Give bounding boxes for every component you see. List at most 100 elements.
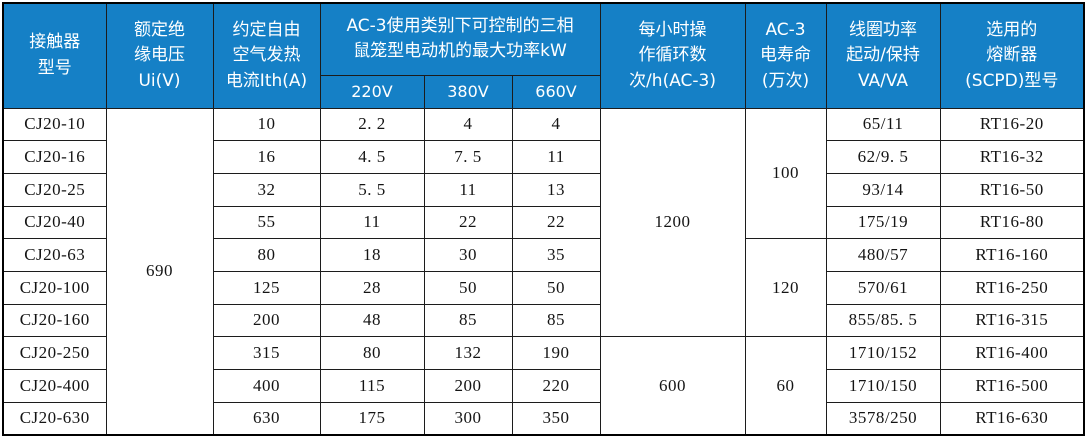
cell-p660: 190 xyxy=(511,336,601,370)
cell-p380: 30 xyxy=(423,238,513,272)
cell-coil: 62/9. 5 xyxy=(825,140,941,174)
cell-fuse: RT16-400 xyxy=(939,336,1085,370)
table-row: CJ20-63 80 18 30 35 120 480/57 RT16-160 xyxy=(2,238,1085,338)
cell-p660: 13 xyxy=(511,172,601,207)
cell-p380: 85 xyxy=(423,303,513,338)
cell-p380: 50 xyxy=(423,270,513,305)
table-row: CJ20-16 16 4. 5 7. 5 11 62/9. 5 RT16-32 xyxy=(2,140,1085,174)
cell-p220: 48 xyxy=(319,303,425,338)
cell-p220: 18 xyxy=(319,238,425,272)
cell-fuse: RT16-630 xyxy=(939,401,1085,436)
cell-p380: 4 xyxy=(423,107,513,142)
cell-cycles: 1200 xyxy=(599,107,746,338)
header-power-group: AC-3使用类别下可控制的三相 鼠笼型电动机的最大功率kW xyxy=(319,2,601,76)
header-coil: 线圈功率 起动/保持 VA/VA xyxy=(825,2,941,109)
cell-life: 60 xyxy=(744,336,827,436)
cell-coil: 175/19 xyxy=(825,205,941,240)
table-body: CJ20-10 690 10 2. 2 4 4 1200 100 65/11 R… xyxy=(2,107,1085,436)
cell-coil: 93/14 xyxy=(825,172,941,207)
cell-fuse: RT16-315 xyxy=(939,303,1085,338)
cell-ith: 125 xyxy=(212,270,321,305)
header-ui: 额定绝 缘电压 Ui(V) xyxy=(105,2,214,109)
cell-p220: 11 xyxy=(319,205,425,240)
table-row: CJ20-40 55 11 22 22 175/19 RT16-80 xyxy=(2,205,1085,240)
cell-ith: 80 xyxy=(212,238,321,272)
cell-model: CJ20-10 xyxy=(2,107,107,142)
cell-fuse: RT16-32 xyxy=(939,140,1085,174)
cell-fuse: RT16-250 xyxy=(939,270,1085,305)
header-660v: 660V xyxy=(511,74,601,109)
table-row: CJ20-400 400 115 200 220 1710/150 RT16-5… xyxy=(2,369,1085,403)
table-row: CJ20-160 200 48 85 85 855/85. 5 RT16-315 xyxy=(2,303,1085,338)
cell-p660: 50 xyxy=(511,270,601,305)
header-cycles: 每小时操 作循环数 次/h(AC-3) xyxy=(599,2,746,109)
cell-p380: 132 xyxy=(423,336,513,370)
table-header: 接触器 型号 额定绝 缘电压 Ui(V) 约定自由 空气发热 电流Ith(A) … xyxy=(2,2,1085,109)
cell-p380: 11 xyxy=(423,172,513,207)
cell-ith: 10 xyxy=(212,107,321,142)
cell-coil: 480/57 xyxy=(825,238,941,272)
cell-model: CJ20-630 xyxy=(2,401,107,436)
cell-p660: 4 xyxy=(511,107,601,142)
cell-model: CJ20-400 xyxy=(2,369,107,403)
cell-p380: 7. 5 xyxy=(423,140,513,174)
cell-fuse: RT16-500 xyxy=(939,369,1085,403)
cell-p660: 350 xyxy=(511,401,601,436)
cell-cycles: 600 xyxy=(599,336,746,436)
cell-p220: 4. 5 xyxy=(319,140,425,174)
cell-p220: 5. 5 xyxy=(319,172,425,207)
cell-p660: 11 xyxy=(511,140,601,174)
cell-p380: 22 xyxy=(423,205,513,240)
cell-model: CJ20-40 xyxy=(2,205,107,240)
cell-life: 120 xyxy=(744,238,827,338)
cell-p660: 35 xyxy=(511,238,601,272)
table-row: CJ20-250 315 80 132 190 600 60 1710/152 … xyxy=(2,336,1085,436)
cell-p380: 300 xyxy=(423,401,513,436)
cell-fuse: RT16-80 xyxy=(939,205,1085,240)
cell-p220: 80 xyxy=(319,336,425,370)
cell-ui: 690 xyxy=(105,107,214,436)
cell-model: CJ20-63 xyxy=(2,238,107,272)
cell-model: CJ20-250 xyxy=(2,336,107,370)
header-model: 接触器 型号 xyxy=(2,2,107,109)
table-row: CJ20-25 32 5. 5 11 13 93/14 RT16-50 xyxy=(2,172,1085,207)
cell-ith: 16 xyxy=(212,140,321,174)
cell-coil: 65/11 xyxy=(825,107,941,142)
cell-ith: 400 xyxy=(212,369,321,403)
cell-ith: 630 xyxy=(212,401,321,436)
table-row: CJ20-10 690 10 2. 2 4 4 1200 100 65/11 R… xyxy=(2,107,1085,436)
cell-model: CJ20-25 xyxy=(2,172,107,207)
cell-fuse: RT16-50 xyxy=(939,172,1085,207)
cell-p220: 175 xyxy=(319,401,425,436)
header-380v: 380V xyxy=(423,74,513,109)
cell-p660: 220 xyxy=(511,369,601,403)
cell-p660: 85 xyxy=(511,303,601,338)
header-life: AC-3 电寿命 (万次) xyxy=(744,2,827,109)
header-220v: 220V xyxy=(319,74,425,109)
cell-coil: 1710/150 xyxy=(825,369,941,403)
cell-model: CJ20-100 xyxy=(2,270,107,305)
cell-coil: 855/85. 5 xyxy=(825,303,941,338)
cell-p380: 200 xyxy=(423,369,513,403)
header-ith: 约定自由 空气发热 电流Ith(A) xyxy=(212,2,321,109)
cell-model: CJ20-16 xyxy=(2,140,107,174)
cell-model: CJ20-160 xyxy=(2,303,107,338)
cell-ith: 200 xyxy=(212,303,321,338)
cell-coil: 3578/250 xyxy=(825,401,941,436)
cell-coil: 1710/152 xyxy=(825,336,941,370)
cell-p220: 115 xyxy=(319,369,425,403)
cell-p220: 28 xyxy=(319,270,425,305)
cell-ith: 55 xyxy=(212,205,321,240)
cell-ith: 315 xyxy=(212,336,321,370)
table-row: CJ20-100 125 28 50 50 570/61 RT16-250 xyxy=(2,270,1085,305)
cell-ith: 32 xyxy=(212,172,321,207)
header-fuse: 选用的 熔断器 (SCPD)型号 xyxy=(939,2,1085,109)
cell-coil: 570/61 xyxy=(825,270,941,305)
cell-p220: 2. 2 xyxy=(319,107,425,142)
cell-p660: 22 xyxy=(511,205,601,240)
cell-life: 100 xyxy=(744,107,827,240)
cell-fuse: RT16-20 xyxy=(939,107,1085,142)
table-row: CJ20-630 630 175 300 350 3578/250 RT16-6… xyxy=(2,401,1085,436)
